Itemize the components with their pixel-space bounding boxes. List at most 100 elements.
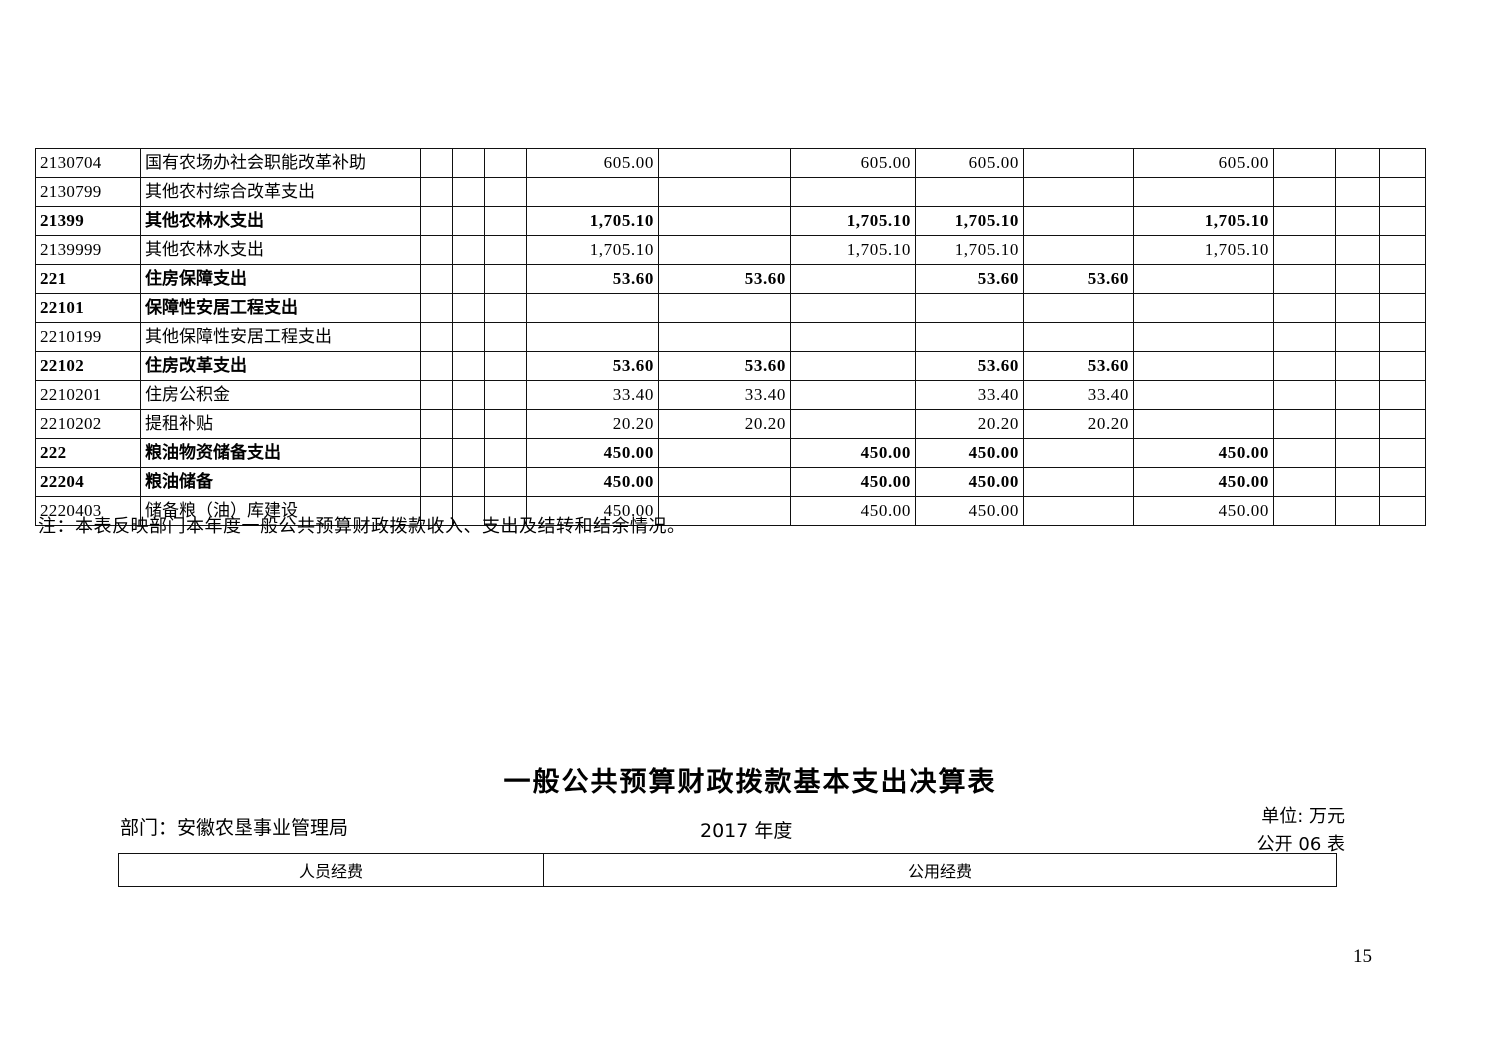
cell-blank-left [420, 322, 453, 352]
cell-blank-left [484, 438, 527, 468]
cell-amount: 450.00 [526, 496, 659, 526]
cell-subject-code: 221 [35, 264, 141, 294]
cell-blank-left [420, 293, 453, 323]
cell-amount [915, 322, 1024, 352]
cell-blank-left [420, 264, 453, 294]
cell-amount [1023, 177, 1134, 207]
cell-blank-right [1273, 438, 1336, 468]
cell-blank-left [420, 409, 453, 439]
cell-blank-right [1379, 467, 1426, 497]
cell-amount: 53.60 [658, 351, 791, 381]
cell-subject-name: 其他农村综合改革支出 [140, 177, 421, 207]
cell-blank-left [452, 264, 485, 294]
cell-amount: 1,705.10 [1133, 206, 1274, 236]
cell-amount [526, 177, 659, 207]
cell-amount [1133, 322, 1274, 352]
cell-subject-code: 2210199 [35, 322, 141, 352]
cell-blank-right [1335, 496, 1380, 526]
cell-blank-left [452, 467, 485, 497]
cell-amount: 450.00 [526, 438, 659, 468]
cell-amount: 450.00 [915, 496, 1024, 526]
cell-amount: 605.00 [526, 148, 659, 178]
table-row: 22102 住房改革支出 53.60 53.60 53.60 53.60 [35, 351, 1456, 381]
cell-amount [658, 206, 791, 236]
cell-amount [1133, 264, 1274, 294]
cell-blank-left [452, 438, 485, 468]
cell-subject-code: 2210201 [35, 380, 141, 410]
cell-amount: 450.00 [915, 467, 1024, 497]
cell-amount: 53.60 [526, 351, 659, 381]
cell-amount [526, 322, 659, 352]
cell-blank-right [1379, 438, 1426, 468]
cell-blank-left [420, 177, 453, 207]
cell-amount [790, 380, 916, 410]
cell-amount: 53.60 [1023, 264, 1134, 294]
cell-blank-left [484, 293, 527, 323]
cell-amount: 1,705.10 [790, 235, 916, 265]
table-row: 2130704 国有农场办社会职能改革补助 605.00 605.00 605.00 60… [35, 148, 1456, 178]
cell-subject-name: 粮油储备 [140, 467, 421, 497]
cell-amount [1133, 293, 1274, 323]
cell-amount [658, 235, 791, 265]
cell-blank-right [1273, 235, 1336, 265]
cell-amount: 53.60 [658, 264, 791, 294]
cell-amount: 33.40 [526, 380, 659, 410]
cell-blank-left [452, 351, 485, 381]
table-row: 221 住房保障支出 53.60 53.60 53.60 53.60 [35, 264, 1456, 294]
page-number: 15 [1353, 946, 1372, 967]
cell-amount [526, 293, 659, 323]
table-row: 22101 保障性安居工程支出 [35, 293, 1456, 323]
cell-amount: 1,705.10 [915, 206, 1024, 236]
cell-blank-right [1379, 235, 1426, 265]
cell-amount: 33.40 [1023, 380, 1134, 410]
cell-amount [790, 293, 916, 323]
cell-subject-code: 2130704 [35, 148, 141, 178]
cell-amount: 1,705.10 [915, 235, 1024, 265]
cell-subject-name: 储备粮（油）库建设 [140, 496, 421, 526]
cell-amount: 450.00 [1133, 438, 1274, 468]
table-header-row: 人员经费 公用经费 [118, 853, 1337, 887]
cell-blank-left [420, 438, 453, 468]
cell-amount: 450.00 [1133, 496, 1274, 526]
cell-subject-code: 22101 [35, 293, 141, 323]
cell-amount [790, 177, 916, 207]
table-note: 注：本表反映部门本年度一般公共预算财政拨款收入、支出及结转和结余情况。 [38, 516, 686, 537]
cell-subject-name: 住房公积金 [140, 380, 421, 410]
cell-subject-code: 2210202 [35, 409, 141, 439]
table-row: 2130799 其他农村综合改革支出 [35, 177, 1456, 207]
cell-blank-right [1379, 148, 1426, 178]
cell-amount [658, 496, 791, 526]
section-title: 一般公共预算财政拨款基本支出决算表 [503, 767, 997, 798]
cell-amount: 1,705.10 [526, 206, 659, 236]
cell-subject-name: 国有农场办社会职能改革补助 [140, 148, 421, 178]
cell-amount [1133, 177, 1274, 207]
cell-blank-left [452, 148, 485, 178]
cell-subject-name: 提租补贴 [140, 409, 421, 439]
cell-amount [1133, 409, 1274, 439]
cell-subject-name: 其他保障性安居工程支出 [140, 322, 421, 352]
cell-blank-left [484, 380, 527, 410]
cell-amount: 450.00 [526, 467, 659, 497]
cell-subject-code: 2139999 [35, 235, 141, 265]
cell-blank-left [452, 322, 485, 352]
cell-blank-right [1379, 293, 1426, 323]
cell-blank-left [484, 322, 527, 352]
cell-blank-right [1335, 322, 1380, 352]
cell-amount [1023, 148, 1134, 178]
cell-blank-left [420, 206, 453, 236]
cell-subject-name: 其他农林水支出 [140, 235, 421, 265]
cell-amount: 450.00 [915, 438, 1024, 468]
cell-blank-right [1379, 177, 1426, 207]
cell-amount [1023, 293, 1134, 323]
cell-blank-left [484, 148, 527, 178]
table-row: 222 粮油物资储备支出 450.00 450.00 450.00 450.00 [35, 438, 1456, 468]
cell-header-2: 公用经费 [543, 853, 1337, 887]
cell-subject-code: 222 [35, 438, 141, 468]
budget-expenditure-table: 2130704 国有农场办社会职能改革补助 605.00 605.00 605.00 60… [35, 148, 1455, 526]
cell-amount: 53.60 [915, 264, 1024, 294]
cell-amount [1023, 496, 1134, 526]
cell-blank-right [1335, 177, 1380, 207]
cell-subject-name: 粮油物资储备支出 [140, 438, 421, 468]
table-row: 2220403 储备粮（油）库建设 450.00 450.00 450.00 450.00 [35, 496, 1456, 526]
cell-subject-code: 22102 [35, 351, 141, 381]
